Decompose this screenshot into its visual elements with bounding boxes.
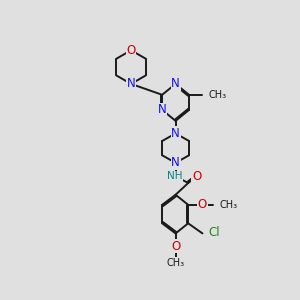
Text: NH: NH: [167, 171, 182, 181]
Text: N: N: [171, 156, 180, 169]
Text: Cl: Cl: [208, 226, 220, 239]
Text: CH₃: CH₃: [167, 258, 185, 268]
Text: O: O: [192, 170, 201, 183]
Text: N: N: [171, 127, 180, 140]
Text: O: O: [126, 44, 136, 57]
Text: O: O: [171, 239, 180, 253]
Text: N: N: [171, 77, 180, 90]
Text: CH₃: CH₃: [208, 90, 226, 100]
Text: O: O: [198, 198, 207, 211]
Text: N: N: [158, 103, 167, 116]
Text: N: N: [127, 77, 135, 90]
Text: CH₃: CH₃: [219, 200, 237, 210]
